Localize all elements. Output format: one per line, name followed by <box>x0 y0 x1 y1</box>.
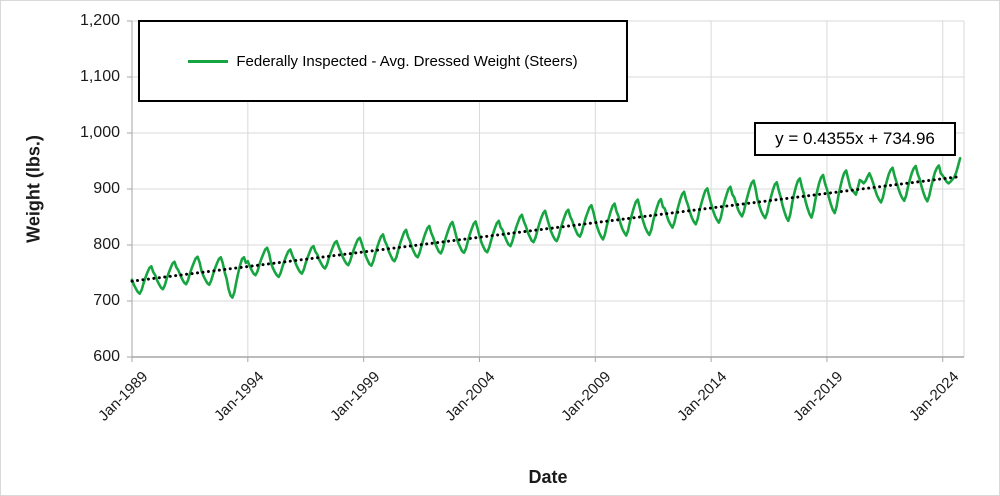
y-axis-title: Weight (lbs.) <box>23 135 44 243</box>
y-tick-label: 700 <box>93 292 120 309</box>
legend-box: Federally Inspected - Avg. Dressed Weigh… <box>138 20 628 102</box>
legend-line-sample <box>188 59 229 63</box>
legend-label: Federally Inspected - Avg. Dressed Weigh… <box>236 52 578 70</box>
y-tick-label: 1,200 <box>79 12 120 29</box>
y-tick-label: 1,000 <box>79 124 120 141</box>
x-axis-title: Date <box>528 467 568 487</box>
series-line-dressed-weight <box>130 156 962 299</box>
axes <box>127 20 964 362</box>
y-tick-label: 600 <box>93 348 120 365</box>
y-tick-label: 800 <box>93 236 120 253</box>
y-tick-label: 1,100 <box>79 68 120 85</box>
trendline-dotted <box>130 175 962 283</box>
trendline <box>130 175 962 283</box>
series <box>130 156 962 299</box>
y-tick-label: 900 <box>93 180 120 197</box>
trendline-equation-box: y = 0.4355x + 734.96 <box>754 122 956 156</box>
